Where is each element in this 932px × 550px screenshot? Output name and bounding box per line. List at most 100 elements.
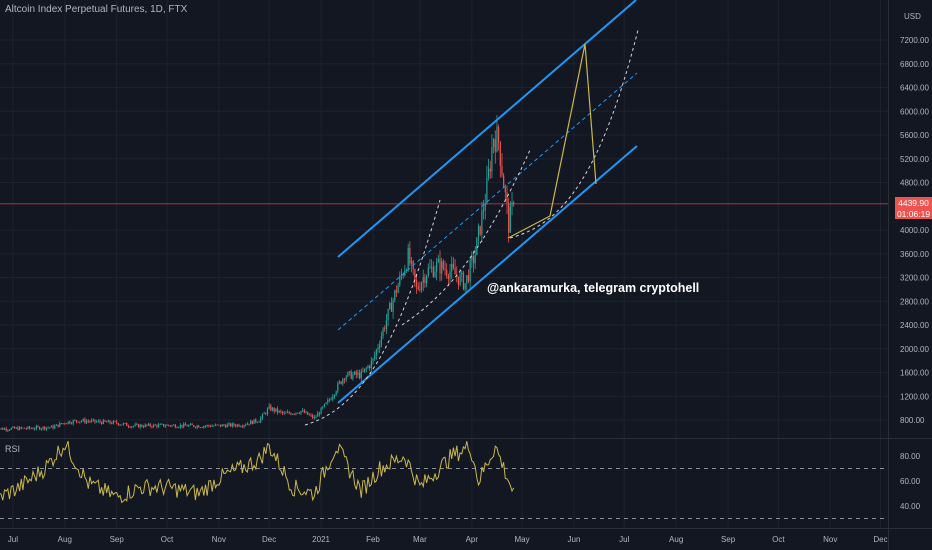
candle-body [144,424,146,428]
candle-body [50,425,52,428]
time-tick-label: Nov [823,535,837,544]
candle-body [116,421,118,424]
candle-body [374,355,376,359]
candle-body [390,302,393,312]
candle-body [203,426,205,428]
candle-body [59,423,61,427]
candle-body [101,422,103,424]
candle-body [498,126,500,142]
candle-body [429,267,431,269]
candle-body [322,406,324,408]
candle-body [330,399,332,401]
candle-body [214,424,217,426]
candle-body [211,425,213,427]
candle-body [295,412,297,414]
currency-label[interactable]: USD [904,12,921,21]
candle-body [199,427,202,429]
candle-body [8,429,11,431]
candle-body [156,425,158,427]
candle-body [173,424,175,426]
candle-body [459,274,461,285]
candle-body [25,428,27,430]
candle-body [394,290,396,301]
candle-body [17,427,19,430]
drawings-layer [0,0,888,426]
candle-body [263,413,265,415]
candle-body [513,202,515,204]
candle-body [15,427,17,429]
channel-lower-line [337,145,638,404]
candle-body [146,424,148,426]
rsi-tick-label: 80.00 [900,452,921,461]
candle-body [370,360,372,369]
candle-body [424,277,426,284]
candle-body [149,423,151,427]
candles-layer [0,115,515,432]
candle-body [32,428,34,430]
candle-body [164,425,166,427]
candle-body [122,423,125,425]
candle-body [345,376,347,380]
price-tick-label: 4800.00 [900,179,929,188]
candle-body [236,424,238,427]
candle-body [67,421,69,424]
candle-body [223,424,225,426]
candle-body [231,423,233,427]
candle-body [52,425,54,429]
candle-body [506,191,508,204]
candle-body [163,423,165,427]
candle-body [265,413,267,415]
candle-body [79,421,81,423]
candle-body [367,366,369,369]
channel-upper-line [337,0,637,258]
candle-body [343,378,346,380]
price-tick-label: 4000.00 [900,226,929,235]
candle-body [261,413,264,418]
candle-body [444,268,446,270]
candle-body [84,419,86,423]
candle-body [189,424,192,426]
candle-body [127,426,130,427]
candle-body [119,424,121,426]
candle-body [106,421,108,423]
price-grid [0,0,888,528]
candle-body [158,424,160,427]
candle-body [487,168,490,178]
candle-body [300,411,302,414]
candle-body [439,258,441,274]
candle-body [37,426,39,428]
candle-body [340,381,342,384]
candle-body [320,407,322,415]
candle-body [99,420,101,423]
candle-body [357,372,359,375]
candle-body [151,426,153,428]
candle-body [137,424,140,428]
candle-body [496,126,498,152]
candle-body [407,247,409,271]
candle-body [436,262,438,272]
candle-body [97,420,99,422]
price-tick-label: 5200.00 [900,155,929,164]
candle-body [481,210,483,235]
time-tick-label: Dec [262,535,276,544]
time-tick-label: Feb [366,535,380,544]
candle-body [375,349,377,356]
candle-body [34,428,36,430]
candle-body [201,427,203,429]
candle-body [184,423,186,426]
candle-body [209,425,212,427]
candle-body [509,206,511,233]
candle-body [181,424,183,427]
candle-body [126,423,128,427]
candle-body [270,405,272,411]
candle-body [260,417,262,422]
candle-body [131,426,133,428]
candle-body [441,261,443,274]
price-tick-label: 7200.00 [900,36,929,45]
time-tick-label: Dec [873,535,887,544]
candle-body [476,237,478,256]
candle-body [104,420,106,422]
candle-body [89,421,91,423]
